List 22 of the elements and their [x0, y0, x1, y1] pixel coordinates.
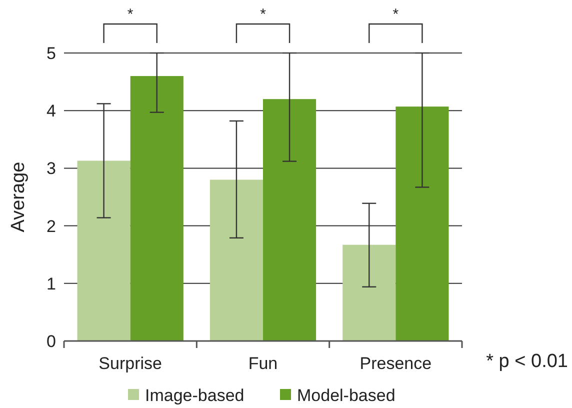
text: *	[392, 6, 399, 23]
text: * p < 0.01	[486, 351, 568, 372]
bar	[210, 180, 263, 341]
bar	[396, 106, 449, 341]
y-tick-label: 3	[46, 159, 56, 178]
bar	[130, 76, 184, 341]
text: *	[127, 6, 134, 23]
y-tick-label: 5	[46, 44, 56, 63]
bar	[342, 244, 396, 341]
bar	[77, 160, 130, 341]
y-tick-label: 2	[46, 216, 56, 236]
y-tick-label: 0	[46, 332, 56, 351]
x-tick-label: Fun	[248, 354, 278, 373]
legend-label: Image-based	[145, 386, 244, 405]
legend-label: Model-based	[297, 386, 396, 405]
text: *	[260, 6, 266, 23]
x-tick-label: Presence	[360, 354, 432, 373]
y-tick-label: 4	[46, 102, 56, 121]
x-tick-label: Surprise	[98, 354, 162, 373]
bar	[263, 99, 316, 341]
y-tick-label: 1	[46, 274, 56, 294]
y-axis-title: Average	[8, 162, 29, 232]
